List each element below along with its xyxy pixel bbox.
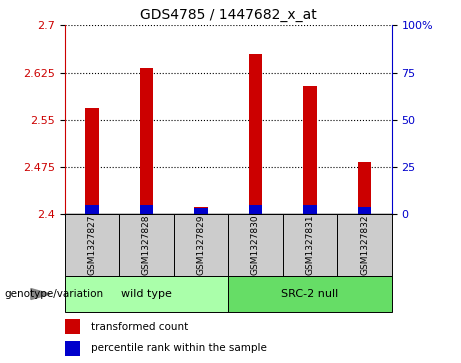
Bar	[65, 319, 80, 334]
Bar	[194, 207, 208, 214]
Text: GSM1327832: GSM1327832	[360, 215, 369, 275]
Bar	[303, 205, 317, 214]
Bar	[65, 340, 80, 356]
Bar	[174, 214, 228, 276]
Bar	[283, 214, 337, 276]
Bar	[228, 276, 392, 312]
Bar	[119, 214, 174, 276]
Text: GSM1327831: GSM1327831	[306, 215, 314, 276]
Text: transformed count: transformed count	[91, 322, 188, 332]
Bar	[248, 205, 262, 214]
Text: genotype/variation: genotype/variation	[5, 289, 104, 299]
Bar	[358, 162, 372, 214]
Bar	[358, 207, 372, 214]
Bar	[303, 86, 317, 214]
Bar	[65, 276, 228, 312]
Text: SRC-2 null: SRC-2 null	[281, 289, 339, 299]
Polygon shape	[31, 289, 50, 299]
Text: GSM1327830: GSM1327830	[251, 215, 260, 276]
Bar	[248, 54, 262, 214]
Text: GSM1327828: GSM1327828	[142, 215, 151, 275]
Title: GDS4785 / 1447682_x_at: GDS4785 / 1447682_x_at	[140, 8, 317, 22]
Bar	[85, 109, 99, 214]
Bar	[228, 214, 283, 276]
Text: wild type: wild type	[121, 289, 172, 299]
Text: GSM1327829: GSM1327829	[196, 215, 206, 275]
Bar	[85, 205, 99, 214]
Bar	[337, 214, 392, 276]
Text: GSM1327827: GSM1327827	[87, 215, 96, 275]
Bar	[194, 208, 208, 214]
Bar	[65, 214, 119, 276]
Bar	[140, 205, 153, 214]
Text: percentile rank within the sample: percentile rank within the sample	[91, 343, 266, 354]
Bar	[140, 68, 153, 214]
